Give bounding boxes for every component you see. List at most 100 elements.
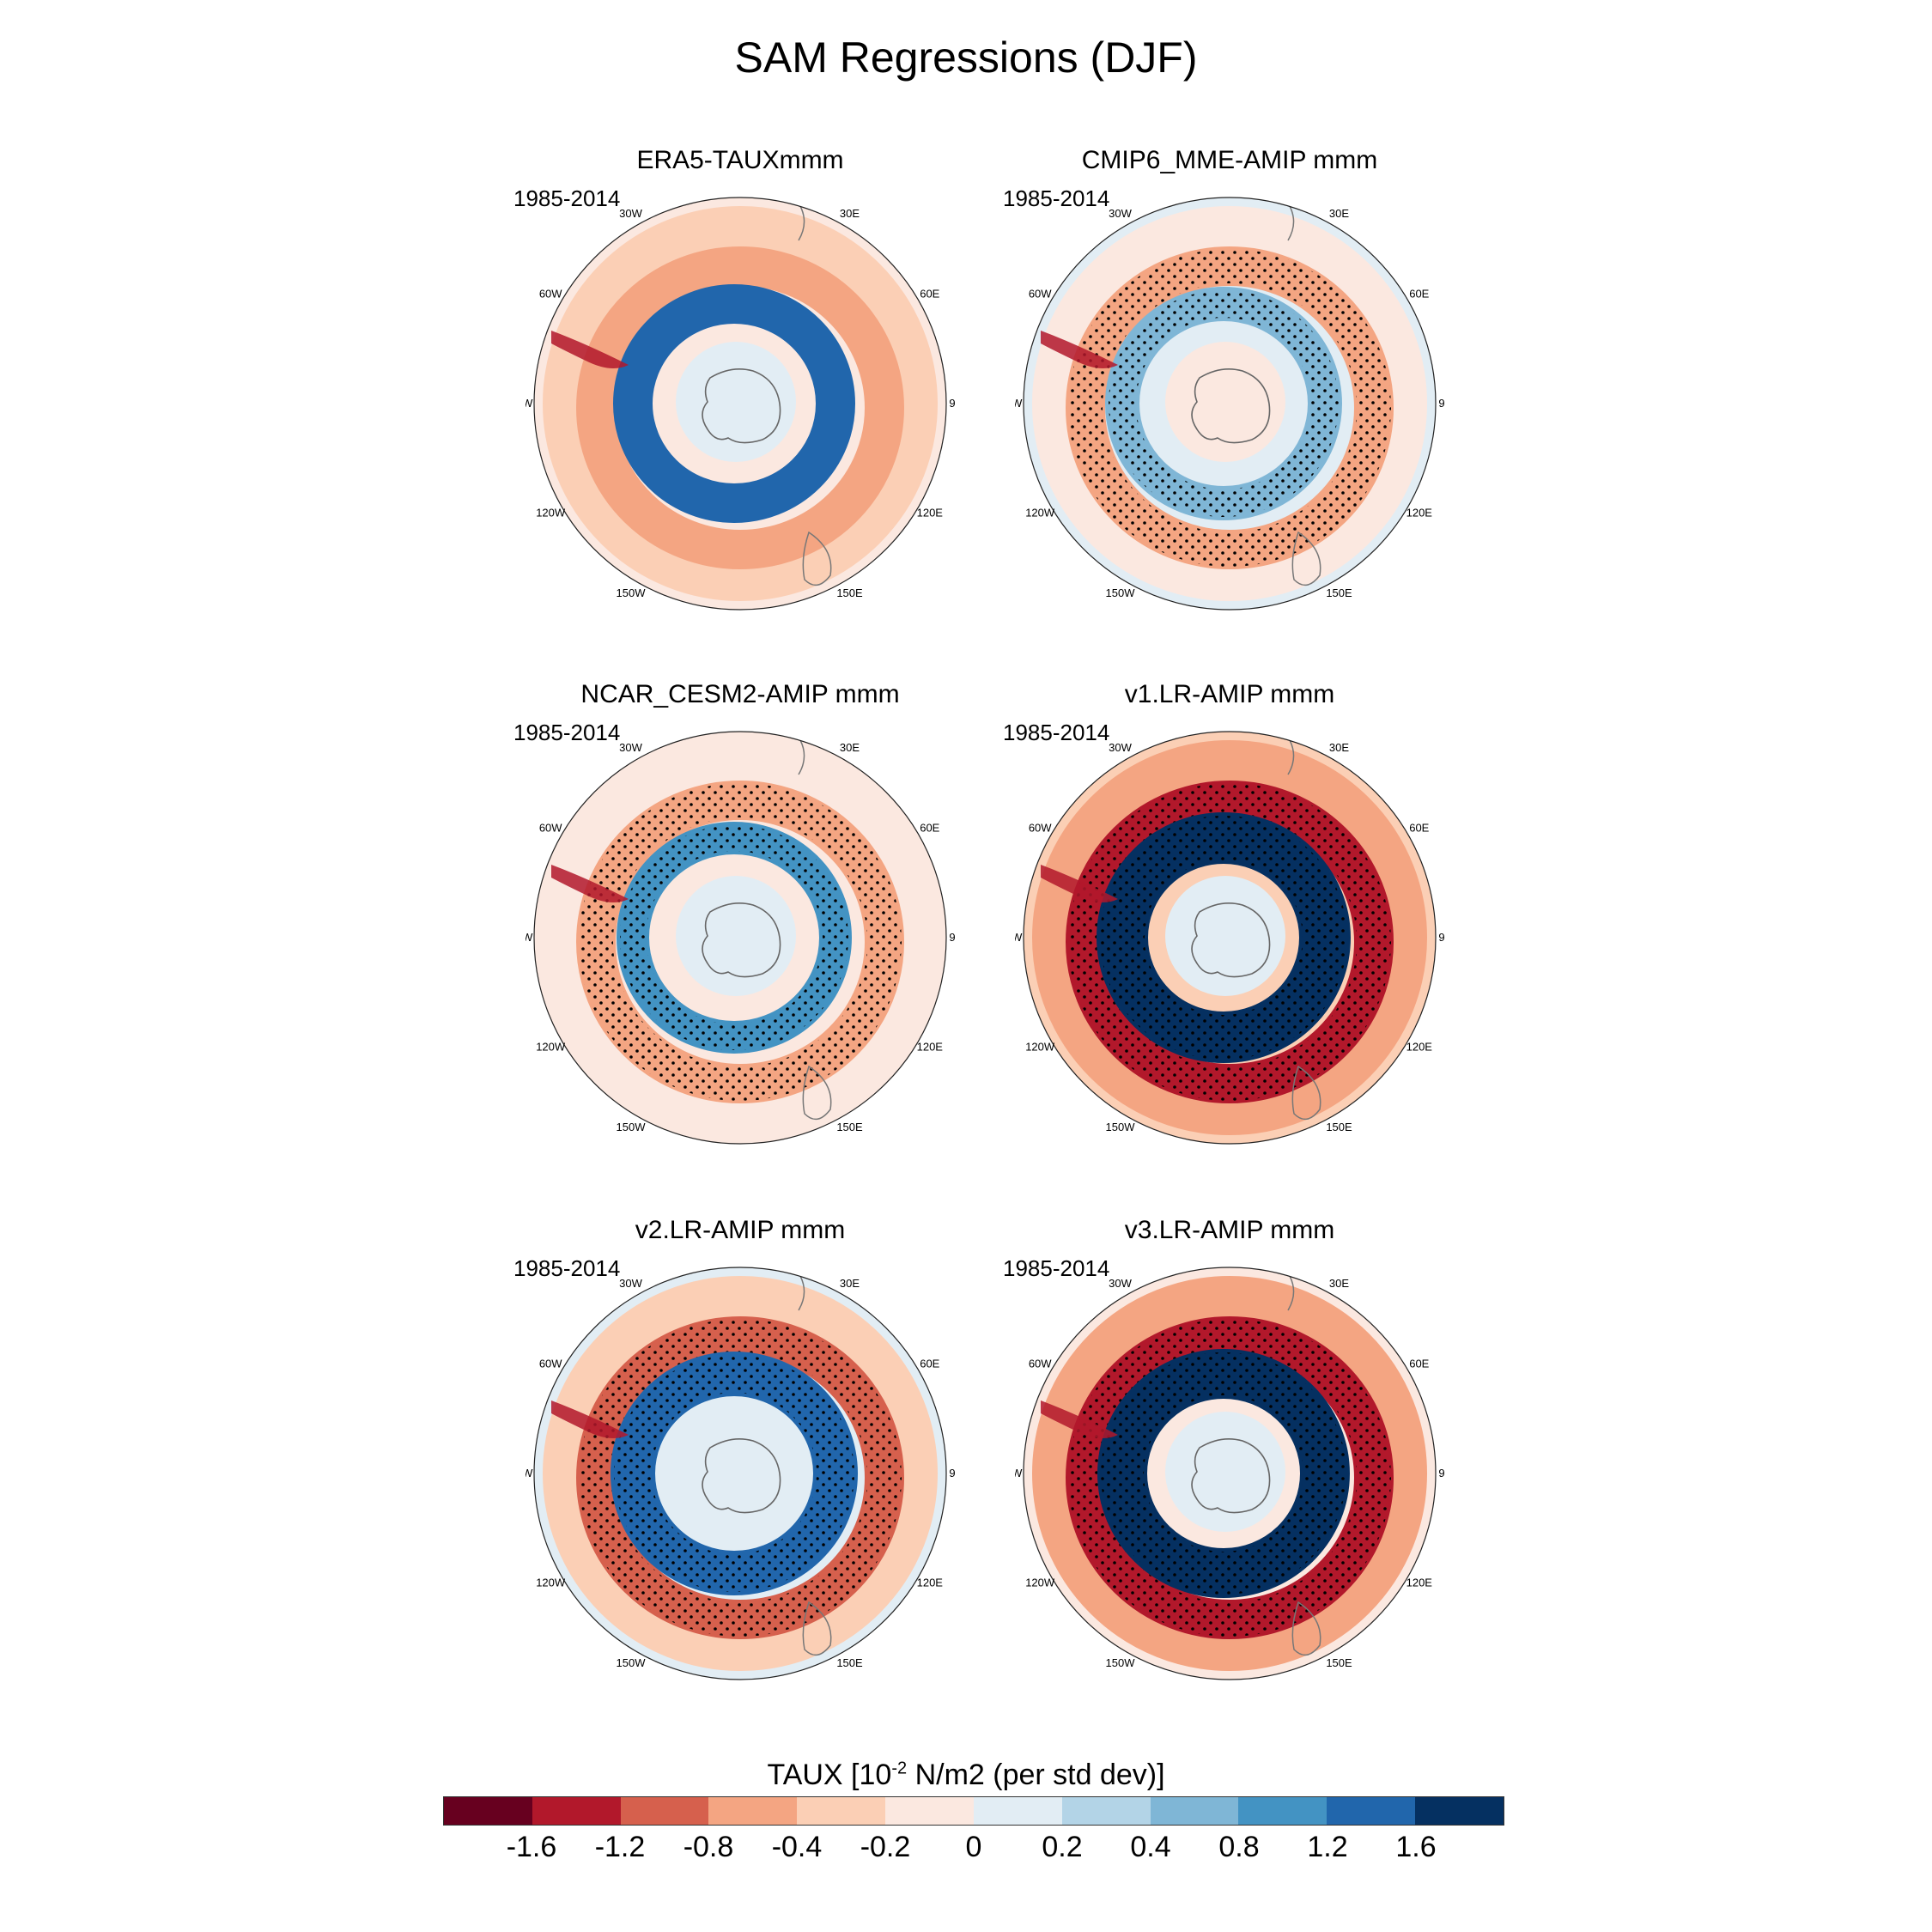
period-label: 1985-2014	[1003, 185, 1110, 211]
longitude-label: 90W	[1015, 397, 1023, 410]
longitude-label: 120E	[917, 1577, 944, 1589]
significance-stipple	[1101, 1352, 1346, 1595]
colorbar-swatch	[1238, 1797, 1327, 1825]
colorbar-tick-label: 0	[965, 1831, 982, 1863]
longitude-label: 150W	[1106, 586, 1136, 599]
panel-title: v2.LR-AMIP mmm	[635, 1216, 846, 1244]
significance-stipple	[1068, 249, 1391, 567]
map-panel-cesm2: NCAR_CESM2-AMIP mmm 1985-2014 0 30E 60E 90E…	[513, 680, 955, 1161]
longitude-label: 150W	[1106, 1121, 1136, 1133]
field-polar-cap	[1165, 876, 1285, 996]
map-panel-v2: v2.LR-AMIP mmm 1985-2014 0 30E 60E 90E 120E 1…	[513, 1216, 955, 1697]
map-border	[533, 197, 947, 611]
map-border	[1023, 731, 1437, 1145]
period-label: 1985-2014	[513, 720, 621, 745]
field-polar-cap	[676, 342, 796, 462]
panel-title: CMIP6_MME-AMIP mmm	[1081, 146, 1378, 174]
longitude-label: 30E	[1329, 741, 1349, 754]
colorbar-swatch	[444, 1797, 532, 1825]
longitude-label: 0	[1226, 189, 1232, 191]
africa-outline	[1287, 739, 1295, 775]
field-outer-band	[543, 1276, 938, 1671]
map-panel-cmip6: CMIP6_MME-AMIP mmm 1985-2014 0 30E 60E 90E 1…	[1003, 146, 1444, 627]
field-layer	[1024, 197, 1436, 610]
longitude-label: 0	[1226, 723, 1232, 725]
longitude-label: 120W	[1025, 1041, 1055, 1054]
antarctica-coastline	[702, 1438, 781, 1514]
longitude-label: 120E	[917, 1041, 944, 1054]
colorbar-tick-label: 0.4	[1130, 1831, 1171, 1863]
longitude-label: 90E	[1438, 931, 1444, 944]
longitude-label: 90W	[526, 1467, 533, 1479]
colorbar-swatch	[885, 1797, 974, 1825]
colorbar-title-exponent: -2	[891, 1759, 908, 1778]
antarctica-coastline	[702, 902, 781, 978]
longitude-label: 30W	[1109, 1277, 1132, 1290]
africa-outline	[1287, 1275, 1295, 1311]
significance-stipple	[620, 825, 848, 1050]
south-america-tip	[1041, 1400, 1118, 1438]
longitude-label: 60W	[539, 288, 562, 301]
map-panel-v1: v1.LR-AMIP mmm 1985-2014 0 30E 60E 90E 120E 1…	[1003, 680, 1444, 1161]
south-america-tip	[551, 1400, 629, 1438]
longitude-label: 60E	[1409, 822, 1429, 835]
longitude-label: 30E	[1329, 1277, 1349, 1290]
colorbar-swatch	[1061, 1797, 1151, 1825]
longitude-label: 150E	[1326, 586, 1352, 599]
antarctica-coastline	[1191, 902, 1271, 978]
longitude-label: 150E	[836, 586, 863, 599]
field-layer	[1024, 1267, 1436, 1680]
field-polar-cap	[676, 1412, 796, 1532]
period-label: 1985-2014	[513, 1255, 621, 1281]
longitude-label: 0	[1226, 1259, 1232, 1261]
map-border	[1023, 197, 1437, 611]
field-layer	[534, 197, 946, 610]
polar-map: 0 30E 60E 90E 120E 150E 180 150W 120W 90W 60W 30W	[526, 189, 955, 618]
colorbar-title-suffix: N/m2 (per std dev)]	[907, 1759, 1165, 1791]
colorbar-tick-labels: -1.6 -1.2 -0.8 -0.4 -0.2 0 0.2 0.4 0.8 1.2 1.6	[0, 1829, 1932, 1872]
longitude-label: 90W	[1015, 931, 1023, 944]
africa-outline	[1287, 205, 1295, 241]
colorbar-swatch	[620, 1797, 709, 1825]
significance-stipple	[1068, 1319, 1391, 1637]
longitude-label: 180	[731, 1150, 750, 1152]
period-label: 1985-2014	[1003, 1255, 1110, 1281]
longitude-label: 60E	[920, 288, 939, 301]
longitude-label: 180	[731, 1686, 750, 1688]
polar-map: 0 30E 60E 90E 120E 150E 180 150W 120W 90W 60W 30W	[1015, 1259, 1444, 1688]
longitude-label: 120W	[1025, 507, 1055, 519]
panel-title: ERA5-TAUXmmm	[636, 146, 844, 174]
polar-map: 0 30E 60E 90E 120E 150E 180 150W 120W 90W 60W 30W	[526, 1259, 955, 1688]
field-polar-cap	[1165, 342, 1285, 462]
longitude-label: 30E	[1329, 207, 1349, 220]
new-zealand-outline	[1291, 1065, 1321, 1121]
longitude-label: 120E	[1406, 507, 1433, 519]
longitude-label: 90E	[949, 397, 955, 410]
longitude-label: 150W	[617, 586, 647, 599]
colorbar-tick-label: 1.6	[1395, 1831, 1437, 1863]
new-zealand-outline	[1291, 1601, 1321, 1656]
longitude-label: 60W	[539, 822, 562, 835]
longitude-label: 0	[737, 189, 743, 191]
longitude-label: 150E	[836, 1656, 863, 1669]
longitude-label: 120E	[1406, 1041, 1433, 1054]
map-border	[533, 731, 947, 1145]
south-america-tip	[1041, 865, 1118, 902]
longitude-label: 120E	[917, 507, 944, 519]
colorbar-tick-label: 0.2	[1042, 1831, 1083, 1863]
map-panel-era5: ERA5-TAUXmmm 1985-2014 0 30E 60E 90E 120E 150…	[513, 146, 955, 627]
colorbar	[443, 1796, 1504, 1826]
field-outer-band	[543, 740, 938, 1135]
colorbar-swatch	[708, 1797, 798, 1825]
field-layer	[534, 732, 946, 1144]
longitude-label: 60W	[1029, 288, 1052, 301]
longitude-label: 90W	[526, 397, 533, 410]
longitude-label: 90E	[1438, 397, 1444, 410]
longitude-label: 30W	[619, 207, 642, 220]
africa-outline	[798, 1275, 805, 1311]
new-zealand-outline	[1291, 531, 1321, 586]
longitude-label: 150E	[836, 1121, 863, 1133]
longitude-label: 90E	[949, 1467, 955, 1479]
field-outer-band	[1032, 206, 1427, 601]
significance-stipple	[579, 1319, 902, 1637]
